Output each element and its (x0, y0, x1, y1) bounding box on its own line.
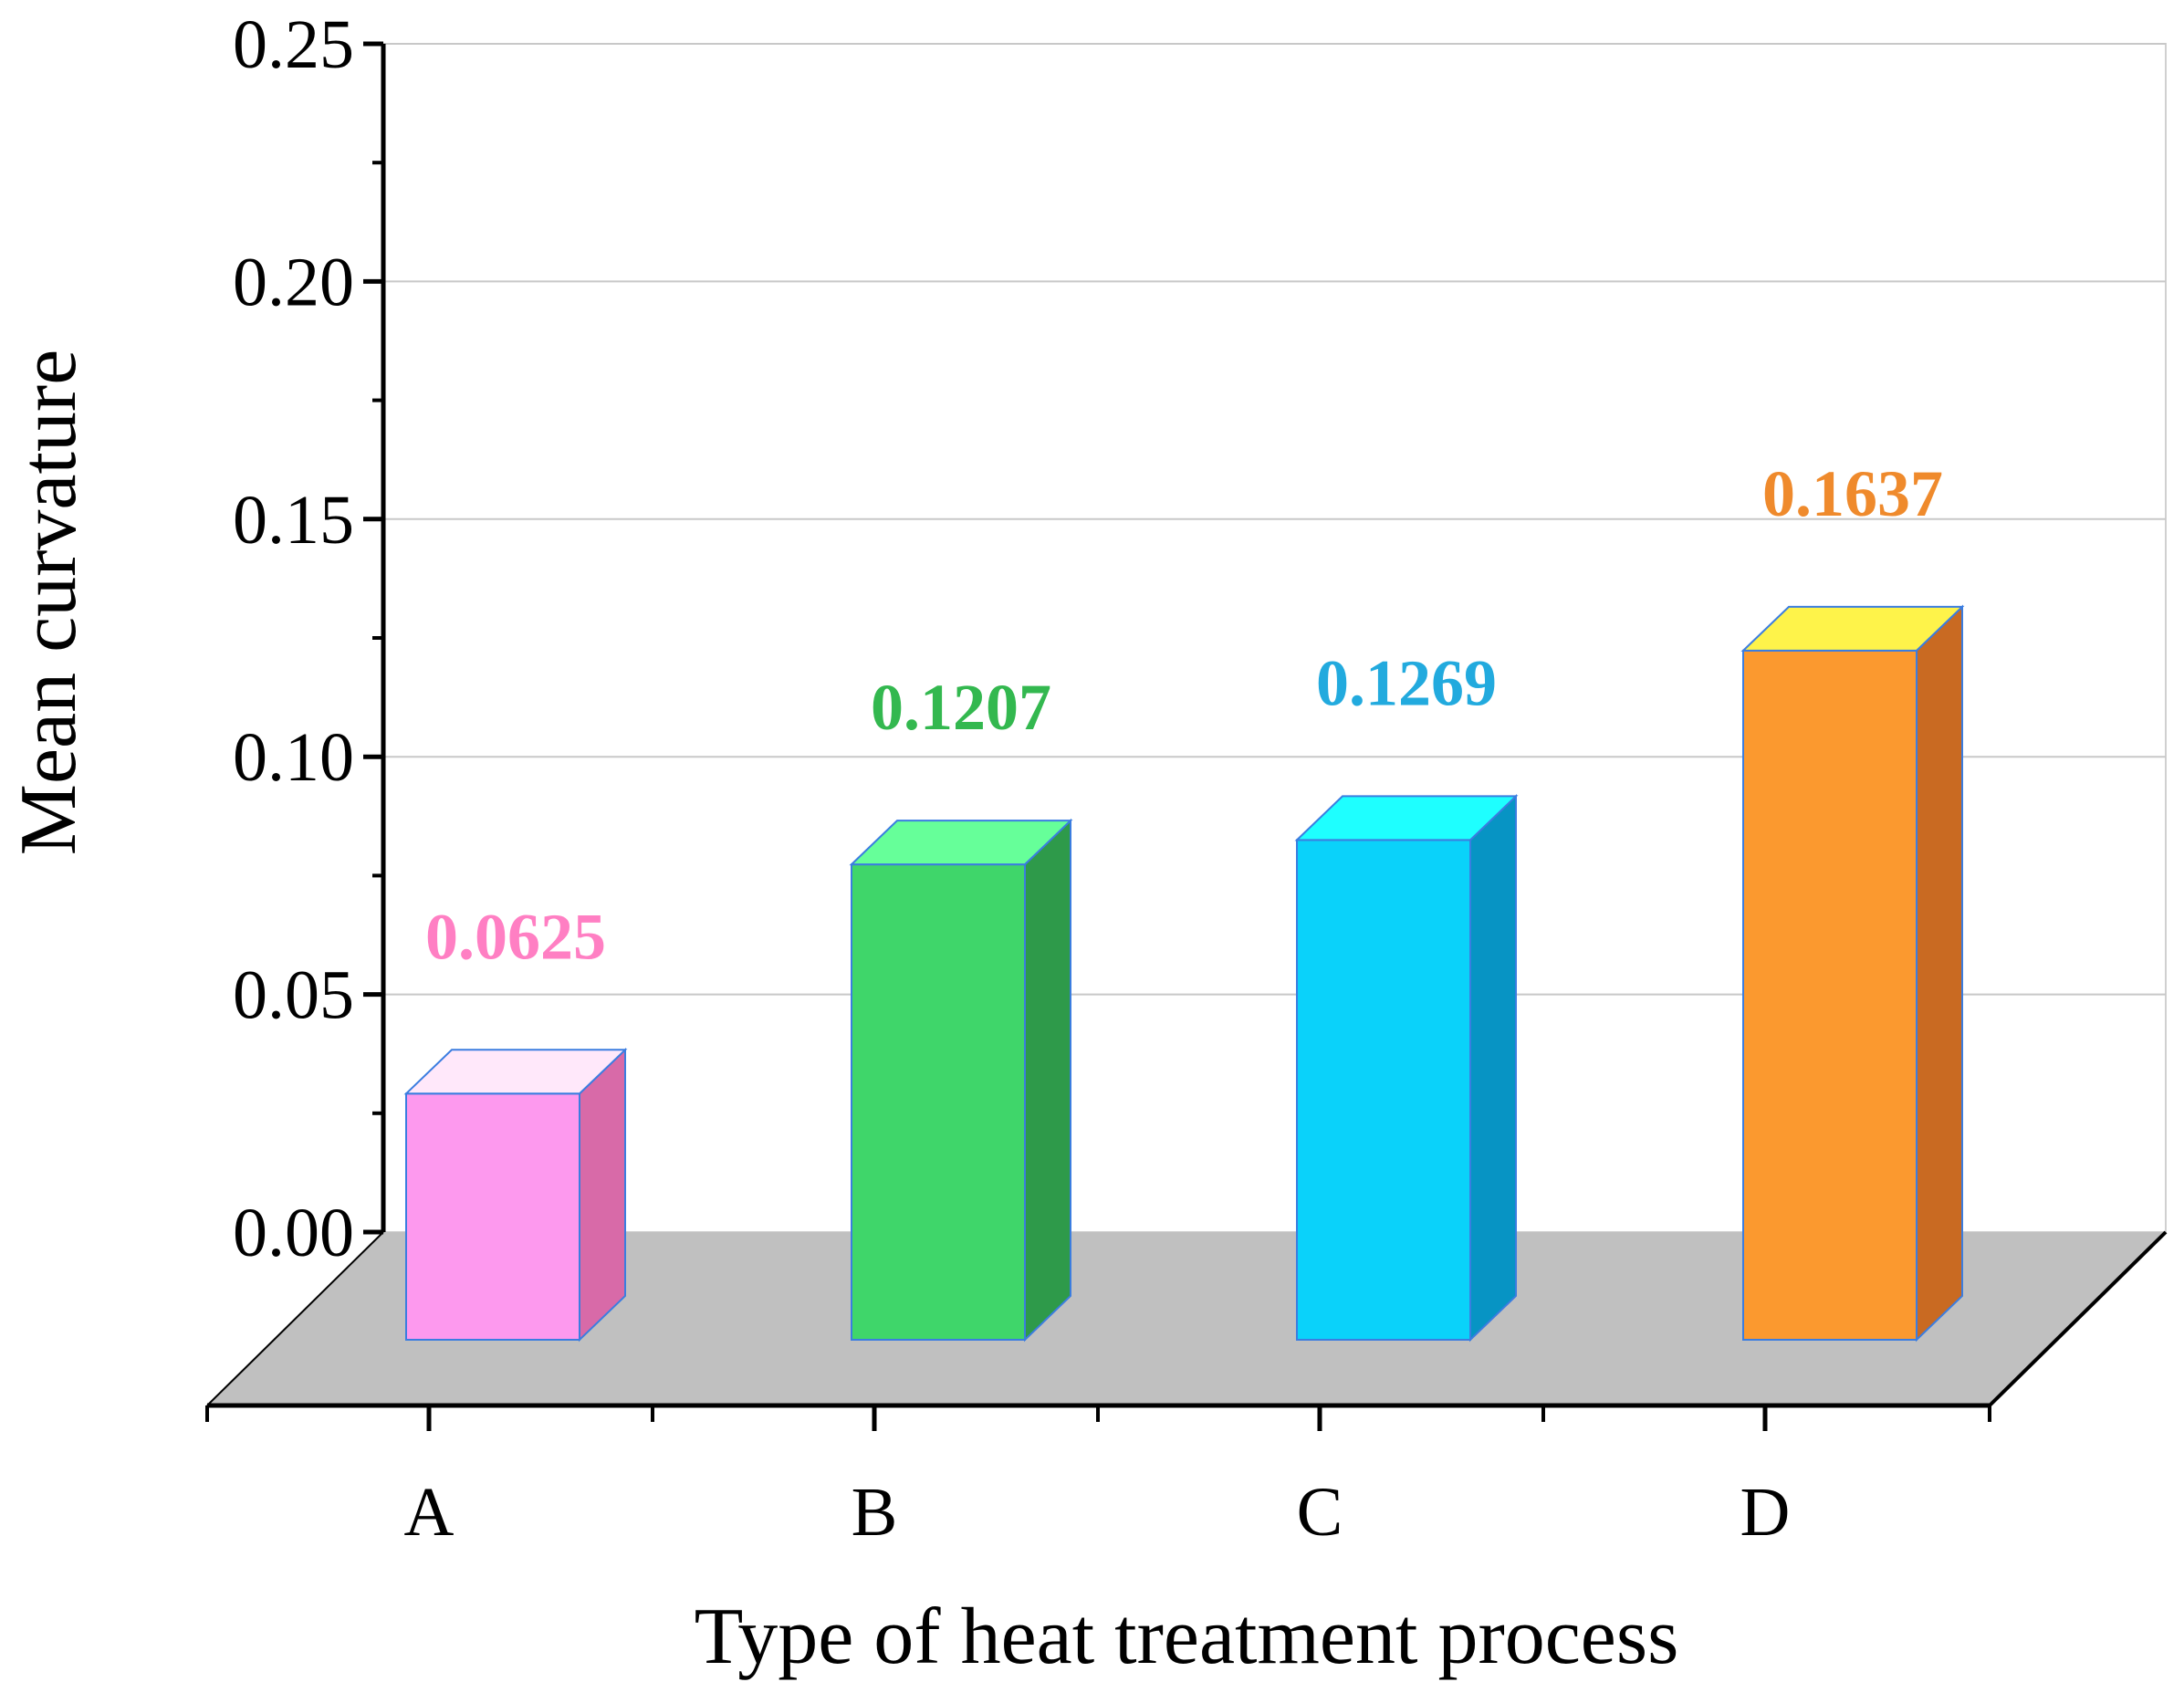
floor-right-edge (1988, 1230, 2168, 1407)
bar-top-face (849, 820, 1073, 866)
bar-c (1294, 794, 1519, 1343)
bar-front-face (405, 1092, 580, 1342)
bar-a (403, 1047, 628, 1343)
bar-front-face (1296, 839, 1471, 1341)
y-tick-label: 0.05 (233, 957, 354, 1034)
bar-d (1740, 604, 1965, 1343)
x-axis-title: Type of heat treatment process (695, 1593, 1679, 1681)
bar-side-face (1469, 794, 1517, 1343)
y-axis: 0.00 0.05 0.10 0.15 0.20 0.25 (233, 6, 386, 1271)
data-label: 0.1269 (1316, 646, 1497, 719)
bar-front-face (1742, 649, 1918, 1341)
bar-side-face (1916, 604, 1963, 1343)
y-tick-label: 0.20 (233, 244, 354, 320)
y-tick-label: 0.25 (233, 6, 354, 83)
data-label: 0.1637 (1762, 457, 1943, 530)
bar-front-face (851, 863, 1026, 1341)
chart-floor (207, 1232, 2166, 1405)
bars (403, 604, 1965, 1343)
x-tick-label: D (1740, 1474, 1791, 1551)
x-tick-label: C (1297, 1474, 1343, 1551)
x-tick-label: A (404, 1474, 455, 1551)
data-labels: 0.0625 0.1207 0.1269 0.1637 (425, 457, 1943, 973)
y-tick-label: 0.00 (233, 1195, 354, 1271)
bar-side-face (579, 1047, 626, 1343)
x-tick-label: B (852, 1474, 898, 1551)
bar-top-face (403, 1049, 628, 1095)
bar-top-face (1294, 795, 1519, 841)
floor-left-edge (206, 1231, 384, 1406)
data-label: 0.0625 (425, 900, 606, 973)
data-label: 0.1207 (871, 671, 1051, 744)
y-tick-label: 0.15 (233, 482, 354, 559)
x-axis: A B C D (205, 1230, 2168, 1551)
bar-b (849, 818, 1073, 1343)
bar-side-face (1024, 818, 1071, 1343)
bar-top-face (1740, 605, 1965, 652)
y-tick-label: 0.10 (233, 719, 354, 796)
y-axis-title: Mean curvature (5, 350, 93, 856)
